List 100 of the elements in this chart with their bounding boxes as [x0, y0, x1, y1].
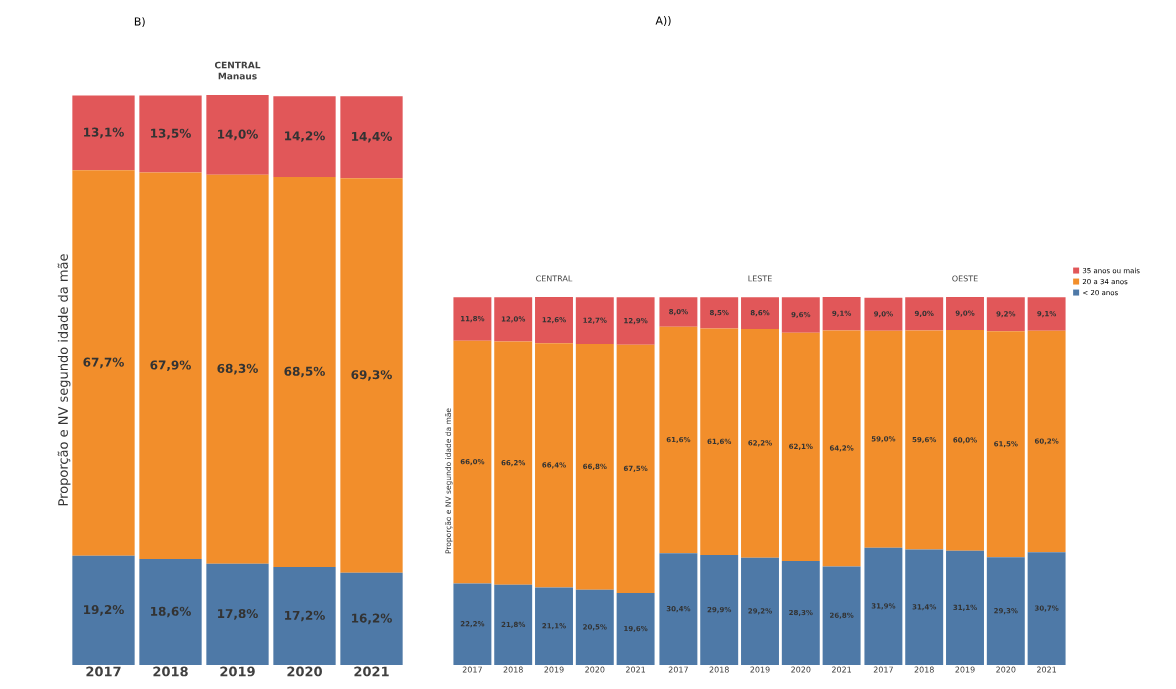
bar	[781, 560, 820, 665]
x-tick-label: 2021	[354, 666, 389, 677]
bar	[700, 328, 739, 556]
bar	[535, 587, 573, 665]
data-label: 13,1%	[84, 127, 124, 139]
bar	[453, 297, 492, 341]
data-label: 67,7%	[83, 357, 124, 369]
bar	[535, 343, 573, 588]
bar	[986, 331, 1025, 558]
bar	[986, 297, 1025, 332]
bar	[946, 297, 984, 331]
bar	[273, 96, 336, 177]
bar	[905, 297, 944, 331]
bar	[206, 563, 269, 665]
bar	[864, 297, 903, 331]
bar	[700, 297, 739, 329]
bar	[494, 341, 533, 585]
bar	[1027, 552, 1066, 665]
data-label: 17,2%	[285, 610, 325, 622]
bar	[206, 94, 269, 175]
x-tick-label: 2017	[462, 666, 482, 673]
bar	[905, 549, 944, 665]
bar	[616, 592, 655, 665]
x-tick-label: 2021	[832, 666, 852, 673]
x-tick-label: 2019	[750, 666, 770, 673]
x-tick-label: 2019	[955, 666, 975, 673]
bar	[946, 330, 984, 551]
x-tick-label: 2020	[996, 666, 1016, 673]
bar	[659, 553, 698, 665]
bar	[340, 178, 403, 573]
x-tick-label: 2018	[503, 666, 523, 673]
data-label: 18,6%	[151, 606, 191, 618]
bar	[741, 328, 779, 558]
chart-subtitle: Manaus	[218, 72, 257, 80]
data-label: 68,5%	[284, 366, 325, 378]
data-label: 19,2%	[84, 605, 124, 616]
bar	[139, 172, 202, 560]
bar	[616, 344, 655, 593]
bar	[864, 330, 903, 548]
bar	[453, 340, 492, 584]
bar	[1027, 330, 1066, 553]
bar	[72, 95, 135, 171]
bar	[741, 297, 779, 329]
bar	[273, 176, 336, 568]
bar	[273, 567, 336, 665]
x-tick-label: 2020	[791, 666, 811, 673]
y-axis-title: Proporção e NV segundo idade da mãe	[57, 254, 71, 506]
bar	[741, 557, 779, 665]
x-tick-label: 2020	[585, 666, 605, 673]
bar	[453, 583, 492, 665]
bar	[700, 555, 739, 665]
bar	[535, 297, 573, 344]
bar	[822, 566, 861, 665]
x-tick-label: 2021	[1037, 666, 1057, 673]
data-label: 69,3%	[351, 370, 392, 381]
bar	[781, 297, 820, 333]
bar	[139, 559, 202, 665]
data-label: 17,8%	[218, 609, 258, 620]
text: B)	[134, 17, 145, 27]
bar	[822, 297, 861, 331]
bar	[905, 330, 944, 550]
bar	[206, 174, 269, 564]
data-label: 13,5%	[151, 128, 191, 140]
bar	[659, 297, 698, 327]
bar	[1027, 297, 1066, 331]
bar	[781, 332, 820, 561]
bar	[340, 96, 403, 179]
text: A))	[655, 16, 671, 26]
bar	[659, 326, 698, 554]
bar	[864, 547, 903, 665]
x-tick-label: 2017	[86, 666, 121, 677]
x-tick-label: 2019	[220, 666, 255, 677]
bar	[72, 555, 135, 665]
x-tick-label: 2018	[914, 666, 934, 673]
x-tick-label: 2017	[668, 666, 688, 673]
data-label: 16,2%	[352, 613, 392, 625]
data-label: 14,0%	[218, 129, 258, 141]
bar	[139, 95, 202, 173]
chart-title: CENTRAL	[536, 275, 573, 282]
bar	[575, 297, 614, 345]
chart-title: CENTRAL	[214, 61, 261, 69]
data-label: 14,2%	[285, 131, 325, 142]
bar	[986, 557, 1025, 665]
chart-title: LESTE	[748, 275, 772, 282]
bar	[616, 297, 655, 345]
x-tick-label: 2017	[873, 666, 893, 673]
data-label: 68,3%	[217, 363, 258, 375]
bar	[340, 572, 403, 665]
bar	[575, 589, 614, 665]
bar	[72, 170, 135, 556]
bar	[946, 550, 984, 665]
x-tick-label: 2018	[153, 666, 188, 677]
x-tick-label: 2020	[287, 666, 322, 677]
bar	[822, 330, 861, 567]
bar	[494, 297, 533, 342]
bar	[494, 584, 533, 665]
x-tick-label: 2019	[544, 666, 564, 673]
x-tick-label: 2018	[709, 666, 729, 673]
data-label: 14,4%	[352, 131, 392, 143]
x-tick-label: 2021	[626, 666, 646, 673]
